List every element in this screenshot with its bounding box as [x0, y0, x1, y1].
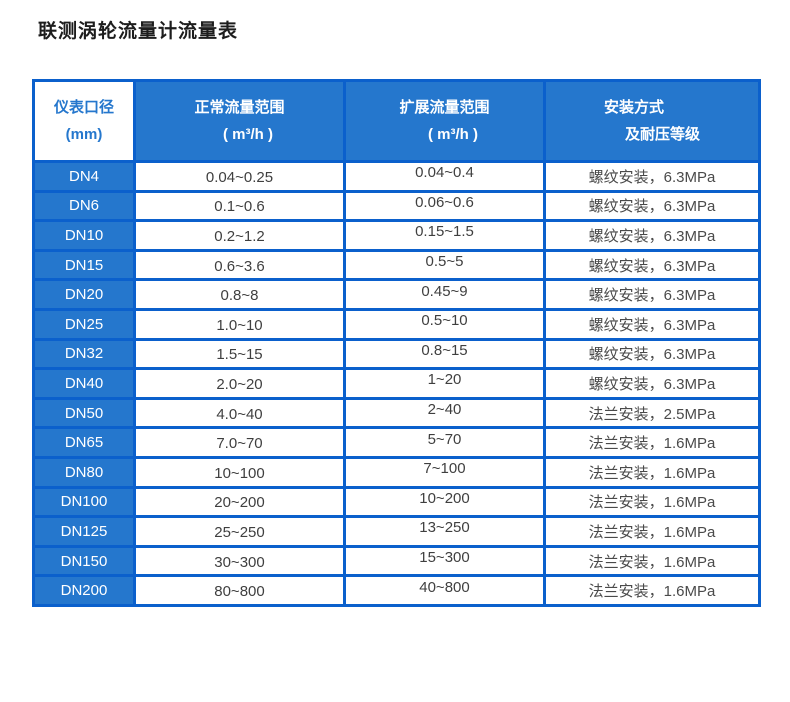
- cell-extended-range: 5~70: [343, 426, 546, 459]
- cell-extended-range: 0.04~0.4: [343, 160, 546, 193]
- cell-dn: DN40: [32, 367, 136, 400]
- header-row: 仪表口径 (mm) 正常流量范围 ( m³/h ) 扩展流量范围 ( m³/h …: [32, 79, 761, 163]
- table-row: DN200 80~800 40~800 法兰安装，1.6MPa: [32, 574, 761, 607]
- cell-install-method: 螺纹安装，6.3MPa: [543, 219, 761, 252]
- cell-dn: DN4: [32, 160, 136, 193]
- cell-install-method: 法兰安装，1.6MPa: [543, 544, 761, 578]
- header-diameter: 仪表口径 (mm): [32, 79, 136, 163]
- cell-extended-range: 0.5~10: [343, 307, 546, 341]
- cell-dn: DN25: [32, 307, 136, 341]
- cell-normal-range: 4.0~40: [133, 396, 346, 430]
- header-diameter-line1: 仪表口径: [53, 99, 114, 116]
- table-row: DN6 0.1~0.6 0.06~0.6 螺纹安装，6.3MPa: [32, 189, 761, 223]
- cell-install-method: 螺纹安装，6.3MPa: [543, 278, 761, 311]
- cell-normal-range: 0.2~1.2: [133, 219, 346, 252]
- cell-dn: DN100: [32, 485, 136, 519]
- cell-normal-range: 1.5~15: [133, 337, 346, 371]
- table-row: DN150 30~300 15~300 法兰安装，1.6MPa: [32, 544, 761, 578]
- cell-extended-range: 0.06~0.6: [343, 189, 546, 223]
- cell-install-method: 螺纹安装，6.3MPa: [543, 189, 761, 223]
- cell-dn: DN150: [32, 544, 136, 578]
- header-install-method-line2: 及耐压等级: [624, 126, 700, 143]
- table-row: DN80 10~100 7~100 法兰安装，1.6MPa: [32, 455, 761, 489]
- cell-extended-range: 40~800: [343, 574, 546, 607]
- cell-normal-range: 0.8~8: [133, 278, 346, 311]
- table-body: DN4 0.04~0.25 0.04~0.4 螺纹安装，6.3MPa DN6 0…: [32, 160, 761, 607]
- cell-normal-range: 1.0~10: [133, 307, 346, 341]
- header-extended-range-unit: ( m³/h ): [427, 126, 478, 143]
- cell-install-method: 螺纹安装，6.3MPa: [543, 160, 761, 193]
- cell-install-method: 法兰安装，1.6MPa: [543, 485, 761, 519]
- cell-dn: DN65: [32, 426, 136, 459]
- header-extended-range: 扩展流量范围 ( m³/h ): [343, 79, 546, 163]
- cell-normal-range: 80~800: [133, 574, 346, 607]
- cell-extended-range: 15~300: [343, 544, 546, 578]
- cell-dn: DN20: [32, 278, 136, 311]
- header-extended-range-block: 扩展流量范围 ( m³/h ): [399, 94, 489, 148]
- cell-dn: DN125: [32, 515, 136, 548]
- cell-dn: DN50: [32, 396, 136, 430]
- cell-install-method: 法兰安装，1.6MPa: [543, 515, 761, 548]
- cell-normal-range: 25~250: [133, 515, 346, 548]
- cell-normal-range: 20~200: [133, 485, 346, 519]
- cell-install-method: 螺纹安装，6.3MPa: [543, 337, 761, 371]
- cell-extended-range: 0.8~15: [343, 337, 546, 371]
- table-row: DN65 7.0~70 5~70 法兰安装，1.6MPa: [32, 426, 761, 459]
- cell-extended-range: 0.15~1.5: [343, 219, 546, 252]
- header-normal-range-block: 正常流量范围 ( m³/h ): [194, 94, 284, 148]
- cell-dn: DN80: [32, 455, 136, 489]
- cell-install-method: 法兰安装，1.6MPa: [543, 426, 761, 459]
- header-normal-range-line1: 正常流量范围: [194, 99, 285, 116]
- table-row: DN125 25~250 13~250 法兰安装，1.6MPa: [32, 515, 761, 548]
- table-row: DN50 4.0~40 2~40 法兰安装，2.5MPa: [32, 396, 761, 430]
- cell-normal-range: 0.6~3.6: [133, 248, 346, 282]
- table-row: DN100 20~200 10~200 法兰安装，1.6MPa: [32, 485, 761, 519]
- table-row: DN25 1.0~10 0.5~10 螺纹安装，6.3MPa: [32, 307, 761, 341]
- table-row: DN15 0.6~3.6 0.5~5 螺纹安装，6.3MPa: [32, 248, 761, 282]
- cell-dn: DN200: [32, 574, 136, 607]
- cell-extended-range: 0.5~5: [343, 248, 546, 282]
- header-normal-range: 正常流量范围 ( m³/h ): [133, 79, 346, 163]
- cell-extended-range: 1~20: [343, 367, 546, 400]
- cell-extended-range: 7~100: [343, 455, 546, 489]
- cell-normal-range: 10~100: [133, 455, 346, 489]
- cell-install-method: 螺纹安装，6.3MPa: [543, 367, 761, 400]
- table-row: DN32 1.5~15 0.8~15 螺纹安装，6.3MPa: [32, 337, 761, 371]
- cell-normal-range: 30~300: [133, 544, 346, 578]
- header-extended-range-line1: 扩展流量范围: [399, 99, 490, 116]
- header-install-method-block: 安装方式 及耐压等级: [604, 94, 700, 148]
- header-diameter-line2: (mm): [65, 126, 103, 143]
- cell-dn: DN6: [32, 189, 136, 223]
- cell-normal-range: 0.04~0.25: [133, 160, 346, 193]
- flow-rate-table: 仪表口径 (mm) 正常流量范围 ( m³/h ) 扩展流量范围 ( m³/h …: [32, 79, 761, 607]
- cell-extended-range: 10~200: [343, 485, 546, 519]
- cell-normal-range: 0.1~0.6: [133, 189, 346, 223]
- header-normal-range-unit: ( m³/h ): [222, 126, 273, 143]
- page-title: 联测涡轮流量计流量表: [38, 21, 239, 42]
- table-header: 仪表口径 (mm) 正常流量范围 ( m³/h ) 扩展流量范围 ( m³/h …: [32, 79, 761, 163]
- table-row: DN40 2.0~20 1~20 螺纹安装，6.3MPa: [32, 367, 761, 400]
- cell-install-method: 螺纹安装，6.3MPa: [543, 307, 761, 341]
- table-row: DN4 0.04~0.25 0.04~0.4 螺纹安装，6.3MPa: [32, 160, 761, 193]
- table-row: DN10 0.2~1.2 0.15~1.5 螺纹安装，6.3MPa: [32, 219, 761, 252]
- cell-install-method: 法兰安装，1.6MPa: [543, 455, 761, 489]
- table-row: DN20 0.8~8 0.45~9 螺纹安装，6.3MPa: [32, 278, 761, 311]
- cell-dn: DN10: [32, 219, 136, 252]
- header-install-method: 安装方式 及耐压等级: [543, 79, 761, 163]
- cell-extended-range: 13~250: [343, 515, 546, 548]
- header-install-method-line1: 安装方式: [603, 99, 664, 116]
- cell-normal-range: 2.0~20: [133, 367, 346, 400]
- cell-install-method: 螺纹安装，6.3MPa: [543, 248, 761, 282]
- cell-install-method: 法兰安装，1.6MPa: [543, 574, 761, 607]
- cell-dn: DN32: [32, 337, 136, 371]
- cell-extended-range: 2~40: [343, 396, 546, 430]
- cell-dn: DN15: [32, 248, 136, 282]
- cell-normal-range: 7.0~70: [133, 426, 346, 459]
- cell-extended-range: 0.45~9: [343, 278, 546, 311]
- cell-install-method: 法兰安装，2.5MPa: [543, 396, 761, 430]
